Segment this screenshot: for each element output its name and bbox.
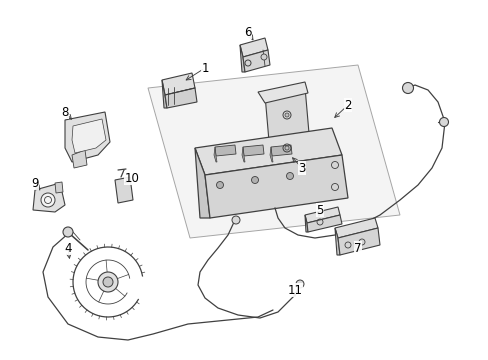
Text: 10: 10 xyxy=(124,171,139,185)
Circle shape xyxy=(63,227,73,237)
Circle shape xyxy=(285,113,288,117)
Polygon shape xyxy=(306,215,341,232)
Circle shape xyxy=(216,181,223,189)
Circle shape xyxy=(103,277,113,287)
Polygon shape xyxy=(243,50,269,72)
Text: 7: 7 xyxy=(353,242,361,255)
Polygon shape xyxy=(337,228,379,255)
Polygon shape xyxy=(195,148,209,218)
Polygon shape xyxy=(305,215,307,232)
Text: 1: 1 xyxy=(201,62,208,75)
Polygon shape xyxy=(162,80,167,108)
Circle shape xyxy=(285,146,288,150)
Polygon shape xyxy=(334,228,339,255)
Polygon shape xyxy=(65,112,110,162)
Circle shape xyxy=(286,172,293,180)
Text: 3: 3 xyxy=(298,162,305,175)
Polygon shape xyxy=(215,145,236,156)
Circle shape xyxy=(41,193,55,207)
Polygon shape xyxy=(270,145,291,156)
Polygon shape xyxy=(258,82,307,103)
Text: 2: 2 xyxy=(344,99,351,112)
Circle shape xyxy=(231,216,240,224)
Polygon shape xyxy=(334,218,377,238)
Polygon shape xyxy=(204,155,347,218)
Circle shape xyxy=(295,280,304,288)
Text: 5: 5 xyxy=(316,203,323,216)
Polygon shape xyxy=(269,147,272,162)
Text: 4: 4 xyxy=(64,242,72,255)
Text: 6: 6 xyxy=(244,26,251,39)
Polygon shape xyxy=(148,65,399,238)
Polygon shape xyxy=(164,88,197,108)
Circle shape xyxy=(251,176,258,184)
Circle shape xyxy=(261,54,266,60)
Text: 9: 9 xyxy=(31,176,39,189)
Polygon shape xyxy=(55,182,63,193)
Polygon shape xyxy=(72,150,87,168)
Polygon shape xyxy=(240,45,244,72)
Polygon shape xyxy=(240,38,267,57)
Circle shape xyxy=(439,117,447,126)
Polygon shape xyxy=(33,183,65,212)
Text: 11: 11 xyxy=(287,284,302,297)
Polygon shape xyxy=(264,87,311,176)
Text: 8: 8 xyxy=(61,105,68,118)
Circle shape xyxy=(402,82,413,94)
Circle shape xyxy=(98,272,118,292)
Polygon shape xyxy=(214,147,217,162)
Polygon shape xyxy=(72,119,106,153)
Polygon shape xyxy=(305,207,339,223)
Polygon shape xyxy=(162,73,195,95)
Polygon shape xyxy=(195,128,341,175)
Polygon shape xyxy=(243,145,264,156)
Polygon shape xyxy=(115,177,133,203)
Polygon shape xyxy=(242,147,244,162)
